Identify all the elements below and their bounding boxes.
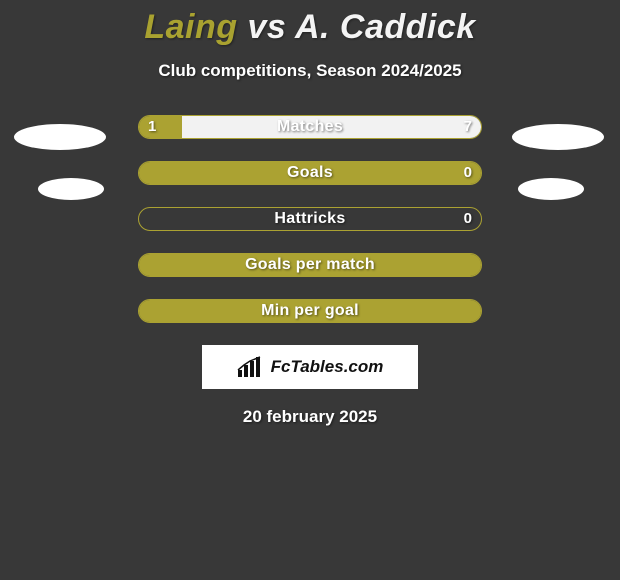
stat-row: Hattricks0 bbox=[138, 207, 482, 231]
stat-label: Hattricks bbox=[138, 207, 482, 231]
subtitle: Club competitions, Season 2024/2025 bbox=[0, 61, 620, 81]
stat-value-p1: 1 bbox=[148, 115, 156, 139]
stat-label: Goals per match bbox=[138, 253, 482, 277]
vs-text: vs bbox=[238, 8, 295, 46]
stat-label: Goals bbox=[138, 161, 482, 185]
avatar-placeholder-mid-right bbox=[518, 178, 584, 200]
page-title: Laing vs A. Caddick bbox=[0, 0, 620, 47]
stat-label: Matches bbox=[138, 115, 482, 139]
stat-value-p2: 0 bbox=[464, 207, 472, 231]
comparison-infographic: Laing vs A. Caddick Club competitions, S… bbox=[0, 0, 620, 580]
logo-text: FcTables.com bbox=[271, 357, 384, 377]
stat-label: Min per goal bbox=[138, 299, 482, 323]
date: 20 february 2025 bbox=[0, 407, 620, 427]
player1-name: Laing bbox=[144, 8, 237, 46]
stat-row: Min per goal bbox=[138, 299, 482, 323]
avatar-placeholder-top-right bbox=[512, 124, 604, 150]
stat-value-p2: 7 bbox=[464, 115, 472, 139]
stat-row: Matches1 7 bbox=[138, 115, 482, 139]
stat-row: Goals0 bbox=[138, 161, 482, 185]
avatar-placeholder-top-left bbox=[14, 124, 106, 150]
bars-icon bbox=[237, 356, 265, 378]
stat-value-p2: 0 bbox=[464, 161, 472, 185]
fctables-logo: FcTables.com bbox=[202, 345, 418, 389]
player2-name: A. Caddick bbox=[295, 8, 476, 46]
stat-row: Goals per match bbox=[138, 253, 482, 277]
avatar-placeholder-mid-left bbox=[38, 178, 104, 200]
